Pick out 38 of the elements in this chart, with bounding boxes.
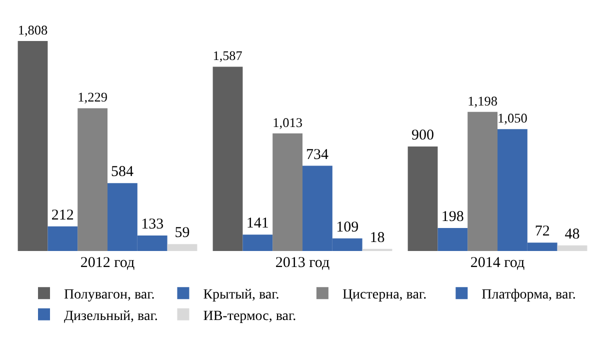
x-tick-label: 2013 год [275,255,330,271]
bar [557,245,588,251]
data-label: 1,587 [212,48,243,64]
bar [272,133,302,251]
legend-label: Цистерна, ваг. [342,288,427,303]
bar [408,146,438,251]
bar [167,244,198,251]
data-label: 198 [441,209,464,226]
bar [242,234,273,251]
legend-label: ИВ-термос, ваг. [203,308,296,324]
data-label: 212 [51,207,74,224]
bar [468,112,498,251]
data-label: 584 [110,164,134,180]
bar [48,226,78,251]
data-label: 1,808 [18,22,48,38]
data-label: 1,229 [78,90,108,105]
data-label: 900 [412,127,434,144]
data-label: 1,198 [468,93,498,108]
data-label: 18 [370,230,385,246]
data-label: 1,013 [272,114,303,130]
data-label: 109 [336,219,359,236]
data-label: 59 [174,225,190,242]
legend-label: Крытый, ваг. [203,288,280,303]
legend-label: Полувагон, ваг. [64,288,155,303]
data-label: 734 [306,146,329,163]
bar [78,108,108,251]
data-label: 141 [246,216,269,232]
data-label: 72 [534,224,550,240]
data-label: 133 [141,216,164,233]
x-tick-label: 2012 год [80,255,135,271]
data-label: 1,050 [498,110,528,126]
legend-label: Платформа, ваг. [482,288,576,303]
legend-label: Дизельный, ваг. [64,308,158,324]
x-tick-label: 2014 год [470,255,525,271]
bar [18,41,48,251]
data-label: 48 [564,226,580,242]
bar [438,228,468,251]
bar [212,66,243,251]
